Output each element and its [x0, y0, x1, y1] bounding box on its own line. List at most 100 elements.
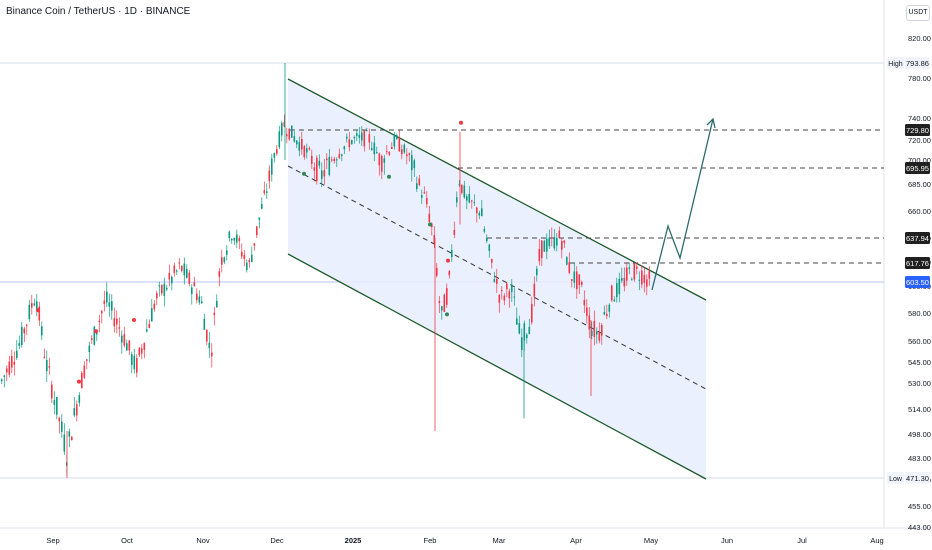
candle-body [241, 251, 243, 257]
candle-body [211, 352, 213, 357]
candle-body [558, 230, 561, 238]
price-tick-label: 443.00 [908, 523, 931, 532]
candle-body [108, 302, 111, 307]
candle-body [613, 299, 616, 302]
candle-body [551, 237, 553, 239]
level-tag-bg [905, 162, 930, 174]
candle-body [628, 267, 631, 269]
candle-body [271, 158, 273, 175]
price-tick-label: 514.00 [908, 405, 931, 414]
candle-body [198, 296, 201, 303]
candle-body [26, 324, 28, 326]
candle-body [626, 267, 628, 281]
candle-body [156, 293, 158, 299]
candle-body [216, 300, 218, 308]
candle-body [633, 263, 636, 280]
currency-button[interactable]: USDT [906, 5, 930, 21]
candle-body [183, 263, 186, 276]
candle-body [481, 208, 483, 217]
candle-body [361, 132, 363, 141]
candle-body [451, 250, 453, 258]
candle-body [513, 296, 516, 298]
candle-body [608, 304, 611, 312]
candle-body [348, 139, 351, 148]
candle-body [186, 268, 188, 278]
candle-body [643, 274, 646, 284]
candle-body [128, 340, 131, 351]
time-tick-label: Oct [121, 536, 134, 545]
candle-body [218, 271, 221, 277]
price-tick-label: 545.00 [908, 358, 931, 367]
price-tags: High 793.86 Low 471.30 729.80 695.95 637.94 617… [887, 57, 930, 484]
candle-body [293, 136, 296, 142]
price-tick-label: 700.00 [908, 156, 931, 165]
candle-body [181, 265, 183, 271]
candle-body [601, 324, 603, 336]
candle-body [383, 158, 386, 163]
candle-body [243, 254, 246, 259]
high-marker-value: 793.86 [906, 59, 929, 68]
candle-body [308, 148, 311, 150]
candle-body [521, 337, 523, 350]
candle-body [28, 304, 31, 320]
time-tick-label: Feb [424, 536, 437, 545]
candle-body [388, 151, 391, 155]
candle-body [393, 134, 396, 147]
candle-body [191, 287, 193, 295]
candle-body [366, 130, 368, 132]
candle-body [228, 231, 231, 238]
candle-body [318, 160, 321, 166]
candle-body [448, 271, 451, 276]
candle-body [503, 295, 506, 301]
candle-body [276, 149, 278, 154]
candle-body [58, 417, 61, 422]
candle-body [538, 249, 541, 262]
candle-body [528, 326, 531, 335]
candle-body [298, 142, 301, 151]
candle-body [591, 330, 593, 337]
channel-lower-line [287, 253, 707, 480]
candle-body [496, 278, 498, 284]
candle-body [456, 197, 458, 203]
candle-body [166, 287, 168, 290]
candle-body [506, 283, 508, 290]
candle-body [616, 283, 618, 298]
projection-arrowhead [706, 117, 716, 129]
candle-body [548, 237, 551, 247]
candle-body [113, 318, 116, 327]
candle-body [138, 347, 141, 356]
candle-body [206, 329, 208, 342]
candle-body [423, 192, 426, 194]
candle-body [71, 436, 73, 441]
candle-body [258, 217, 261, 220]
candle-body [121, 335, 123, 343]
candle-body [596, 331, 598, 335]
candle-body [508, 291, 511, 299]
candle-body [326, 158, 328, 161]
candle-body [133, 355, 136, 370]
candle-body [553, 237, 556, 249]
candle-body [541, 240, 543, 258]
candle-body [168, 273, 171, 280]
candle-body [313, 167, 316, 171]
candle-body [266, 191, 268, 193]
time-axis[interactable]: Sep Oct Nov Dec 2025 Feb Mar Apr May Jun Jul Aug [46, 536, 883, 545]
signal-dot [459, 120, 463, 125]
candle-body [463, 185, 466, 198]
candle-body [53, 400, 56, 405]
candle-body [221, 257, 223, 265]
candle-body [161, 285, 163, 294]
candle-body [466, 196, 468, 201]
candle-body [336, 159, 338, 161]
candle-body [278, 131, 281, 148]
candle-body [311, 155, 313, 164]
candle-body [576, 271, 578, 290]
candle-body [6, 368, 8, 373]
candle-body [148, 323, 151, 328]
time-tick-label: Mar [493, 536, 506, 545]
candle-body [193, 282, 196, 287]
candle-body [31, 303, 33, 308]
candle-body [283, 122, 286, 127]
level-tag-label: 617.76 [906, 259, 929, 268]
